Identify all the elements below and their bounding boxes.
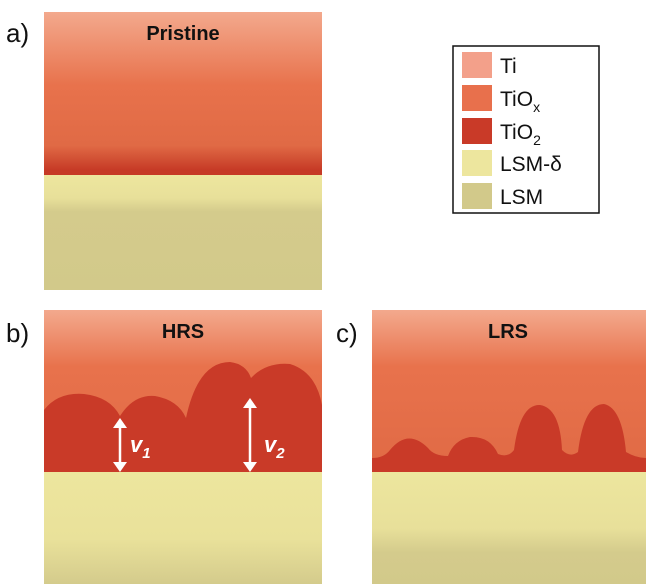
swatch	[462, 52, 492, 78]
diagram: a) Pristine Ti TiOx TiO2 LSM-δ LSM b) HR…	[0, 0, 646, 584]
panel-c: c) LRS	[336, 310, 646, 584]
legend-label: Ti	[500, 55, 517, 78]
legend-label: LSM-δ	[500, 153, 562, 176]
lsm-layer	[372, 472, 646, 584]
legend-label: LSM	[500, 186, 543, 209]
panel-letter: a)	[6, 18, 29, 48]
panel-a: a) Pristine	[6, 12, 322, 290]
arrow-sub: 2	[275, 445, 285, 462]
legend-sub: 2	[533, 132, 541, 148]
legend-label: TiO	[500, 88, 533, 111]
legend-sub: x	[533, 99, 540, 115]
swatch	[462, 118, 492, 144]
panel-letter: c)	[336, 318, 358, 348]
lsm-layer	[44, 175, 322, 290]
panel-title: Pristine	[146, 23, 219, 45]
swatch	[462, 85, 492, 111]
swatch	[462, 150, 492, 176]
panel-letter: b)	[6, 318, 29, 348]
swatch	[462, 183, 492, 209]
panel-b: b) HRS v1 v2	[6, 310, 322, 584]
legend-label: TiO	[500, 121, 533, 144]
arrow-sub: 1	[142, 445, 150, 462]
panel-title: HRS	[162, 321, 204, 343]
panel-title: LRS	[488, 321, 528, 343]
lsm-layer	[44, 472, 322, 584]
legend: Ti TiOx TiO2 LSM-δ LSM	[453, 46, 599, 213]
